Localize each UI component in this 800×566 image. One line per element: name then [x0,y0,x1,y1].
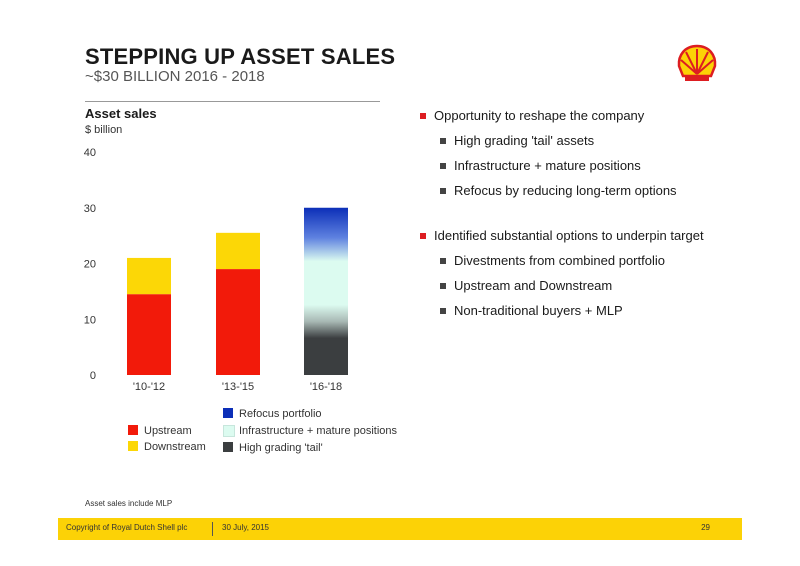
sub-bullet-item: Infrastructure + mature positions [420,156,750,181]
legend-label: Downstream [144,441,206,453]
sub-bullet-item: Refocus by reducing long-term options [420,181,750,206]
sub-bullet-marker [440,308,446,314]
sub-bullet-item: Divestments from combined portfolio [420,251,750,276]
bullet-text: Identified substantial options to underp… [434,228,704,243]
legend-label: Refocus portfolio [239,408,322,420]
bullet-marker [420,233,426,239]
chart-divider [85,101,380,102]
y-tick-label: 20 [84,259,96,271]
chart-title: Asset sales [85,106,157,121]
sub-bullet-text: Non-traditional buyers + MLP [454,303,623,318]
bullet-gap [420,206,750,226]
sub-bullet-marker [440,188,446,194]
y-tick-label: 10 [84,314,96,326]
sub-bullet-marker [440,258,446,264]
x-tick-label: '13-'15 [222,381,254,393]
sub-bullet-text: High grading 'tail' assets [454,133,595,148]
y-tick-label: 30 [84,203,96,215]
x-tick-label: '10-'12 [133,381,165,393]
sub-bullet-text: Infrastructure + mature positions [454,158,641,173]
footer-date: 30 July, 2015 [222,523,269,532]
y-unit-label: $ billion [85,124,123,136]
sub-bullet-text: Refocus by reducing long-term options [454,183,677,198]
legend-label: Upstream [144,425,192,437]
bar-16-18-total [304,207,348,375]
sub-bullet-marker [440,163,446,169]
asset-sales-chart: 0 10 20 30 40 '10-'12 '13-'15 '16-'18 [84,147,348,393]
footer-separator [212,522,213,536]
y-tick-label: 0 [90,370,96,382]
legend-swatch [128,425,138,435]
sub-bullet-text: Divestments from combined portfolio [454,253,665,268]
bullet-list: Opportunity to reshape the company High g… [420,106,750,326]
sub-bullet-text: Upstream and Downstream [454,278,613,293]
legend-swatch [223,442,233,452]
bar-segment-downstream [127,257,171,295]
x-tick-label: '16-'18 [310,381,342,393]
sub-bullet-item: Upstream and Downstream [420,276,750,301]
sub-bullet-item: High grading 'tail' assets [420,131,750,156]
page-number: 29 [701,523,710,532]
bullet-marker [420,113,426,119]
legend-swatch [223,425,235,437]
footer-copyright: Copyright of Royal Dutch Shell plc [66,523,188,532]
bar-segment-upstream [216,269,260,375]
legend-label: Infrastructure + mature positions [239,425,398,437]
legend-label: High grading 'tail' [239,442,323,454]
bar-segment-upstream [127,294,171,375]
y-tick-label: 40 [84,147,96,159]
shell-pecten-icon [677,44,717,81]
bar-segment-downstream [216,232,260,270]
slide-subtitle: ~$30 BILLION 2016 - 2018 [85,68,265,85]
sub-bullet-item: Non-traditional buyers + MLP [420,301,750,326]
legend-swatch [223,408,233,418]
bullet-item: Identified substantial options to underp… [420,226,750,251]
bullet-text: Opportunity to reshape the company [434,108,645,123]
footer-bar: Copyright of Royal Dutch Shell plc 30 Ju… [58,518,742,540]
slide-title: STEPPING UP ASSET SALES [85,44,396,69]
legend-swatch [128,441,138,451]
bullet-item: Opportunity to reshape the company [420,106,750,131]
sub-bullet-marker [440,283,446,289]
footnote: Asset sales include MLP [85,499,173,508]
sub-bullet-marker [440,138,446,144]
